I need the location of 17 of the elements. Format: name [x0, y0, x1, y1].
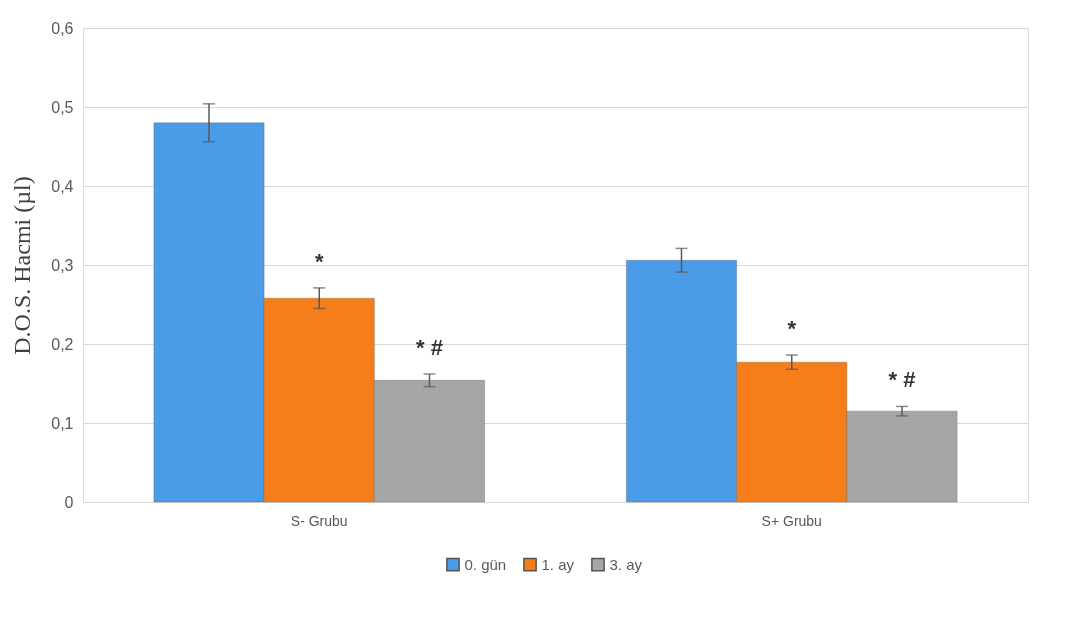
- legend-label: 0. gün: [464, 555, 507, 573]
- y-tick-label: 0,3: [51, 256, 74, 274]
- data-label: *: [314, 248, 324, 274]
- x-tick-label: S- Grubu: [290, 512, 348, 529]
- data-label: *: [787, 316, 797, 342]
- data-label: * #: [416, 335, 443, 361]
- y-tick-label: 0,6: [51, 19, 74, 37]
- legend-label: 1. ay: [541, 555, 575, 573]
- legend-label: 3. ay: [609, 555, 643, 573]
- y-tick-label: 0,4: [51, 177, 74, 195]
- x-tick-label: S+ Grubu: [761, 512, 822, 529]
- y-tick-label: 0: [64, 493, 74, 511]
- y-tick-label: 0,1: [51, 414, 74, 432]
- y-tick-label: 0,2: [51, 335, 74, 353]
- y-axis-title: D.O.S. Hacmi (µl): [9, 176, 36, 355]
- y-tick-label: 0,5: [51, 98, 74, 116]
- data-label: * #: [888, 367, 916, 393]
